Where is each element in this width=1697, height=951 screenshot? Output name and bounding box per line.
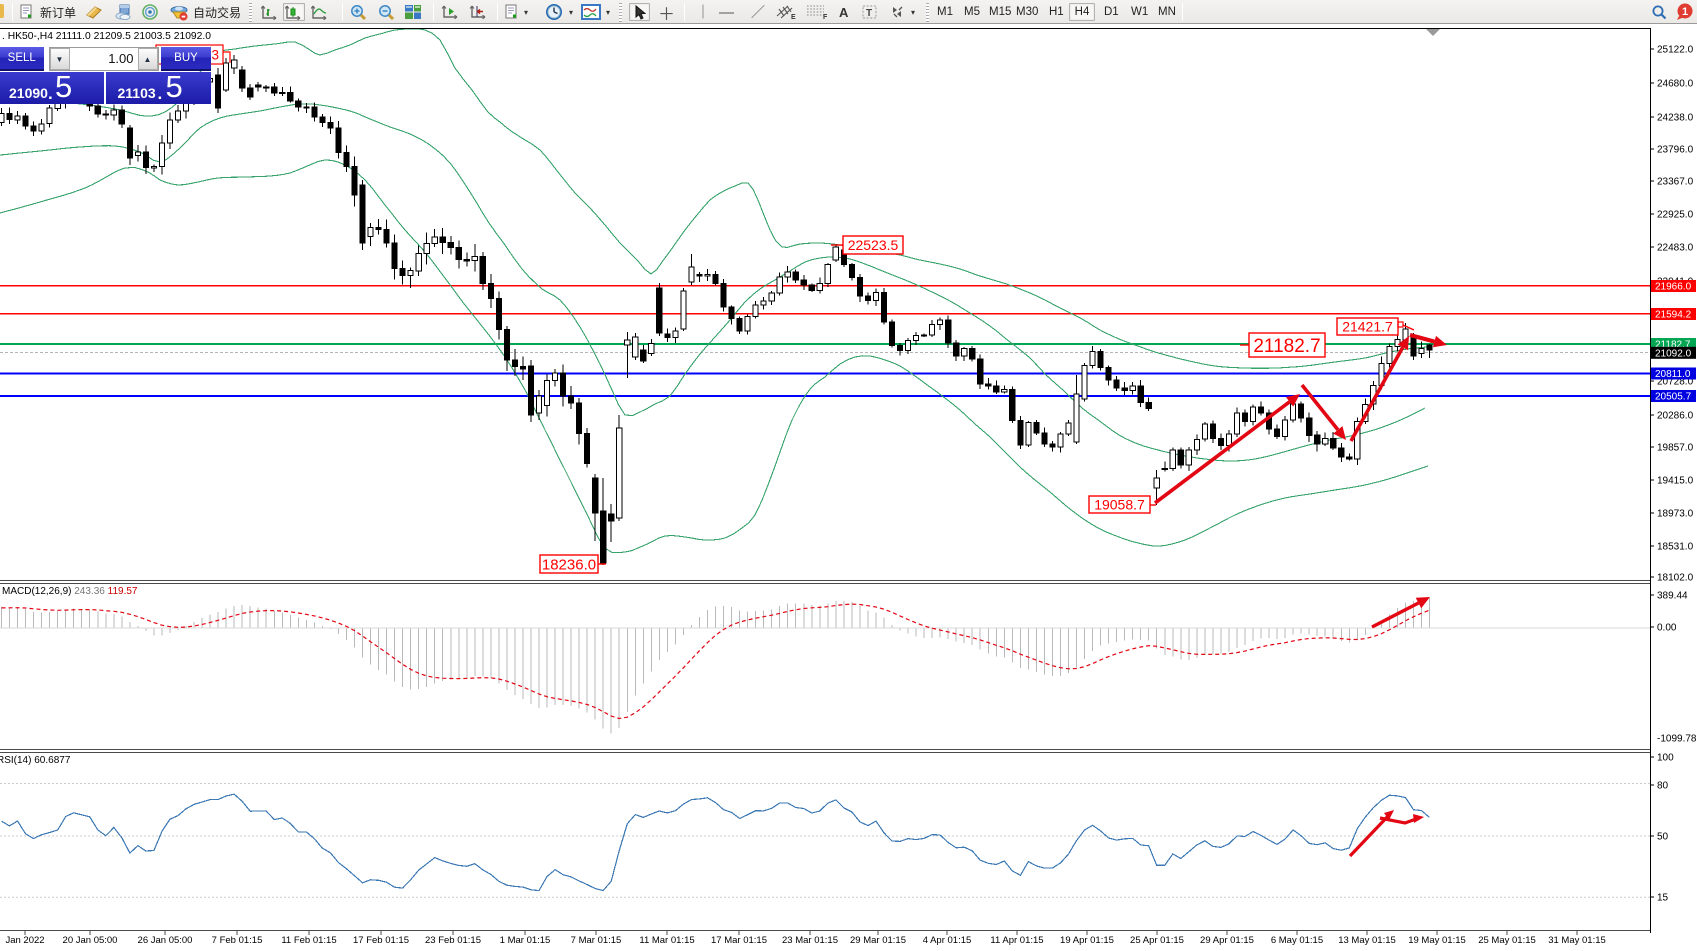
svg-text:22523.5: 22523.5 <box>848 237 899 253</box>
svg-text:18102.0: 18102.0 <box>1657 573 1694 584</box>
svg-text:24238.0: 24238.0 <box>1657 113 1694 124</box>
svg-text:15: 15 <box>1657 893 1669 904</box>
svg-text:20 Jan 05:00: 20 Jan 05:00 <box>63 935 118 946</box>
svg-text:25122.0: 25122.0 <box>1657 45 1694 56</box>
svg-text:23 Feb 01:15: 23 Feb 01:15 <box>425 935 481 946</box>
svg-text:21421.7: 21421.7 <box>1342 319 1393 335</box>
svg-text:20286.0: 20286.0 <box>1657 411 1694 422</box>
svg-text:1 Mar 01:15: 1 Mar 01:15 <box>500 935 551 946</box>
svg-text:Jan 2022: Jan 2022 <box>5 935 44 946</box>
svg-text:7 Feb 01:15: 7 Feb 01:15 <box>212 935 263 946</box>
svg-text:29 Apr 01:15: 29 Apr 01:15 <box>1200 935 1254 946</box>
svg-text:MACD(12,26,9) 243.36 119.57: MACD(12,26,9) 243.36 119.57 <box>2 586 138 597</box>
svg-text:1: 1 <box>1682 6 1688 18</box>
svg-text:F: F <box>823 14 828 20</box>
svg-text:7 Mar 01:15: 7 Mar 01:15 <box>571 935 622 946</box>
svg-text:21182.7: 21182.7 <box>1253 336 1320 357</box>
svg-text:22925.0: 22925.0 <box>1657 210 1694 221</box>
svg-text:. HK50-,H4 21111.0 21209.5 21: . HK50-,H4 21111.0 21209.5 21003.5 21092… <box>2 31 211 42</box>
svg-text:19058.7: 19058.7 <box>1094 497 1145 513</box>
svg-text:20505.7: 20505.7 <box>1655 392 1692 403</box>
svg-text:23367.0: 23367.0 <box>1657 177 1694 188</box>
svg-text:389.44: 389.44 <box>1657 591 1688 602</box>
svg-text:20728.0: 20728.0 <box>1657 377 1694 388</box>
svg-text:29 Mar 01:15: 29 Mar 01:15 <box>850 935 906 946</box>
svg-text:RSI(14) 60.6877: RSI(14) 60.6877 <box>0 755 71 766</box>
svg-text:19857.0: 19857.0 <box>1657 443 1694 454</box>
svg-text:4 Apr 01:15: 4 Apr 01:15 <box>923 935 972 946</box>
svg-text:100: 100 <box>1657 753 1674 764</box>
svg-text:50: 50 <box>1657 832 1669 843</box>
svg-text:21182.7: 21182.7 <box>1655 340 1691 351</box>
svg-text:23796.0: 23796.0 <box>1657 145 1694 156</box>
svg-text:19415.0: 19415.0 <box>1657 476 1694 487</box>
svg-text:26 Jan 05:00: 26 Jan 05:00 <box>138 935 193 946</box>
svg-text:19 Apr 01:15: 19 Apr 01:15 <box>1060 935 1114 946</box>
svg-text:21594.2: 21594.2 <box>1655 310 1692 321</box>
svg-text:11 Feb 01:15: 11 Feb 01:15 <box>281 935 336 946</box>
svg-text:3: 3 <box>211 48 219 63</box>
svg-text:17 Mar 01:15: 17 Mar 01:15 <box>711 935 767 946</box>
svg-text:20811.0: 20811.0 <box>1655 369 1691 380</box>
svg-text:18236.0: 18236.0 <box>542 556 596 573</box>
svg-text:17 Feb 01:15: 17 Feb 01:15 <box>353 935 409 946</box>
svg-text:11 Mar 01:15: 11 Mar 01:15 <box>639 935 694 946</box>
svg-text:0.00: 0.00 <box>1657 623 1677 634</box>
svg-text:23 Mar 01:15: 23 Mar 01:15 <box>782 935 838 946</box>
svg-text:6 May 01:15: 6 May 01:15 <box>1271 935 1323 946</box>
svg-text:24680.0: 24680.0 <box>1657 79 1694 90</box>
svg-text:T: T <box>866 8 872 19</box>
svg-text:21966.0: 21966.0 <box>1655 282 1692 293</box>
svg-text:21092.0: 21092.0 <box>1655 348 1692 359</box>
svg-text:22483.0: 22483.0 <box>1657 243 1694 254</box>
svg-text:13 May 01:15: 13 May 01:15 <box>1338 935 1396 946</box>
svg-text:25 May 01:15: 25 May 01:15 <box>1478 935 1536 946</box>
svg-text:19 May 01:15: 19 May 01:15 <box>1408 935 1466 946</box>
svg-text:18973.0: 18973.0 <box>1657 509 1694 520</box>
svg-text:11 Apr 01:15: 11 Apr 01:15 <box>990 935 1043 946</box>
svg-text:-1099.78: -1099.78 <box>1657 734 1697 745</box>
svg-text:25 Apr 01:15: 25 Apr 01:15 <box>1130 935 1184 946</box>
svg-text:31 May 01:15: 31 May 01:15 <box>1548 935 1606 946</box>
svg-text:18531.0: 18531.0 <box>1657 542 1694 553</box>
svg-text:E: E <box>791 14 796 20</box>
svg-text:80: 80 <box>1657 781 1669 792</box>
